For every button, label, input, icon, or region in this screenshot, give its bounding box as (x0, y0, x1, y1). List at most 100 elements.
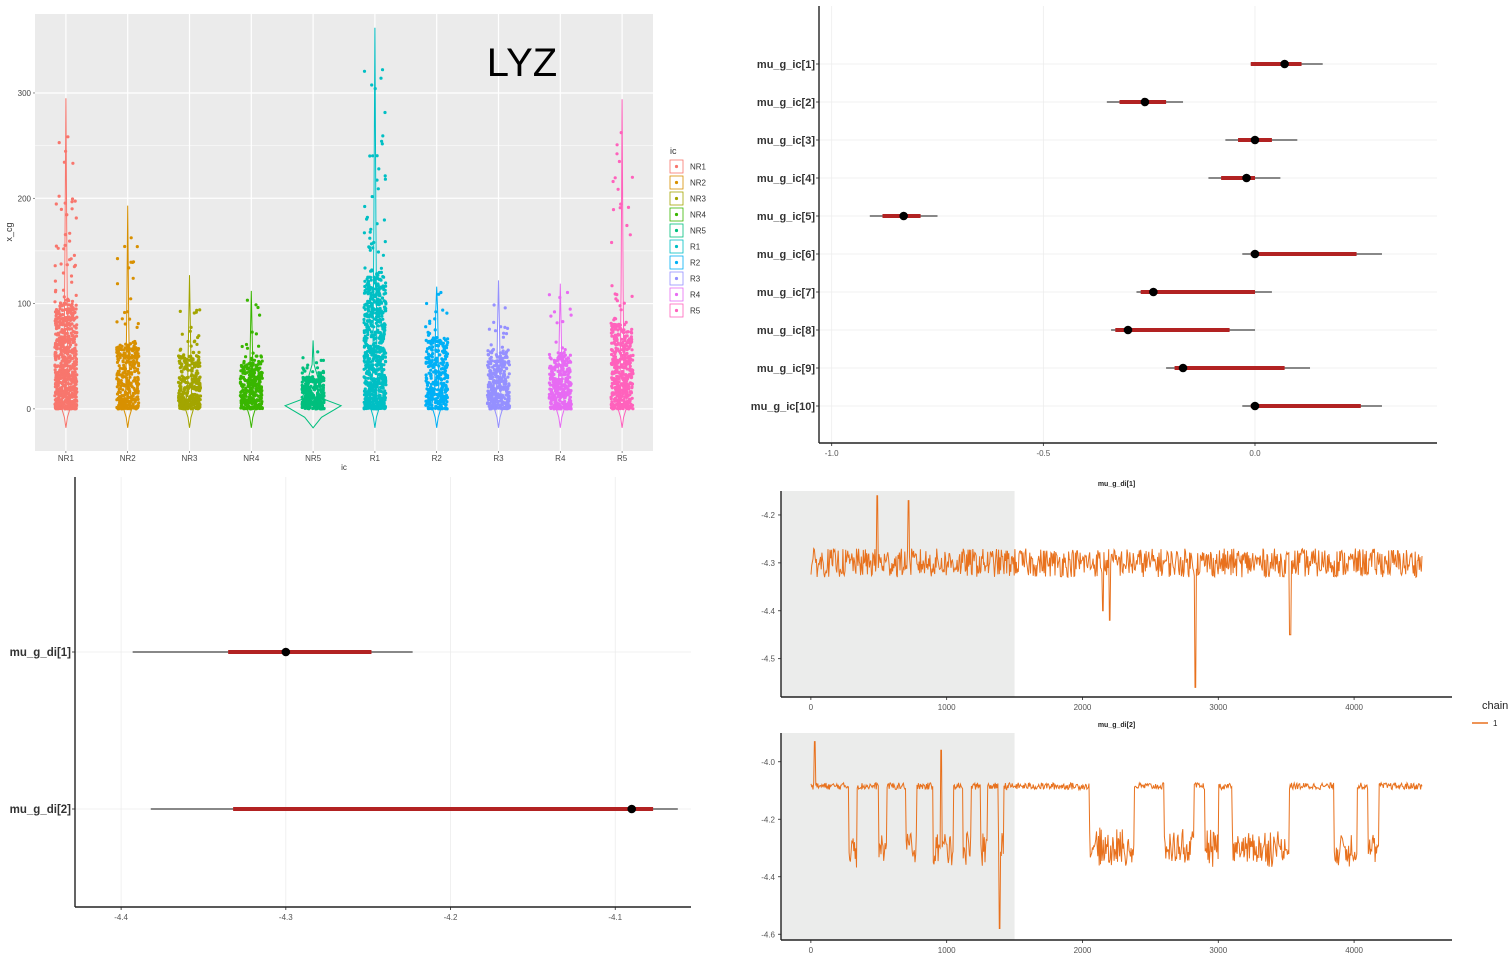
point-NR4 (239, 375, 244, 379)
point-NR2 (132, 362, 136, 366)
point-R4 (569, 389, 573, 393)
point-R3 (494, 368, 498, 372)
point-R5 (619, 131, 623, 135)
point-R4 (568, 391, 572, 395)
point-R1 (382, 330, 386, 334)
point-NR3 (185, 400, 190, 404)
point-R4 (547, 392, 552, 397)
point-NR1 (56, 354, 60, 358)
point-NR4 (258, 313, 262, 317)
point-R1 (368, 248, 372, 252)
point-NR3 (186, 368, 190, 372)
point-NR1 (53, 364, 57, 368)
point-R5 (623, 323, 627, 327)
point-R5 (623, 366, 628, 370)
point-NR5 (305, 380, 309, 385)
point-R1 (362, 317, 366, 322)
point-NR5 (311, 370, 315, 374)
point-R5 (615, 361, 619, 365)
point-NR4 (251, 383, 255, 387)
x-axis-label: ic (341, 463, 347, 472)
point-R3 (498, 351, 502, 355)
point-R1 (383, 359, 388, 363)
legend-label-R4: R4 (690, 291, 701, 300)
point-R2 (441, 344, 445, 348)
point-NR4 (249, 391, 253, 395)
point-NR4 (246, 406, 250, 410)
point-NR1 (53, 350, 57, 355)
point-NR1 (54, 317, 58, 321)
point-R2 (438, 339, 442, 344)
point-NR1 (63, 301, 67, 306)
point-NR4 (257, 377, 261, 381)
point-R1 (377, 388, 381, 392)
legend: ic NR1 NR2 NR3 NR4 NR5 R1 R2 R3 R4 R5 (669, 146, 707, 318)
legend-label-R3: R3 (690, 275, 701, 284)
point-R1 (364, 393, 368, 397)
point-R2 (424, 403, 428, 407)
x-tick-label: R3 (493, 454, 504, 463)
point-R5 (625, 402, 629, 406)
point-NR1 (61, 369, 65, 374)
point-R1 (376, 378, 381, 382)
point-R1 (365, 336, 369, 340)
point-NR5 (311, 386, 315, 390)
point-NR1 (53, 368, 57, 372)
point-R3 (486, 365, 490, 369)
point-R1 (373, 369, 377, 373)
point-R1 (369, 303, 374, 307)
point-R1 (366, 319, 371, 323)
point-NR3 (193, 339, 197, 343)
point-NR3 (190, 407, 194, 411)
point-NR3 (183, 398, 188, 402)
point-R2 (443, 403, 448, 407)
point-NR2 (117, 406, 121, 410)
point-R1 (379, 266, 383, 270)
point-R2 (434, 339, 438, 343)
legend-label-R1: R1 (690, 243, 701, 252)
point-NR1 (74, 334, 79, 338)
point-R3 (499, 406, 503, 410)
x-tick-label: R5 (617, 454, 628, 463)
point-R1 (382, 218, 386, 222)
point-R4 (562, 351, 566, 355)
point-NR1 (64, 378, 68, 382)
point-R3 (494, 353, 498, 357)
point-NR1 (60, 406, 64, 411)
point-NR3 (182, 387, 186, 391)
point-R5 (629, 381, 634, 385)
point-NR1 (62, 247, 66, 251)
y-tick-label: -4.4 (761, 607, 775, 616)
point-NR5 (314, 361, 319, 365)
point-NR2 (131, 394, 135, 398)
point-NR5 (318, 384, 322, 388)
point-R1 (363, 307, 367, 311)
point-R2 (441, 341, 445, 345)
x-tick-label: -0.5 (1036, 449, 1050, 458)
point-NR3 (194, 396, 198, 400)
point-NR5 (320, 390, 324, 394)
point-NR1 (61, 308, 65, 312)
point-R1 (378, 381, 382, 386)
point-NR1 (62, 348, 66, 352)
point-R2 (445, 400, 449, 404)
x-tick-label: R1 (370, 454, 381, 463)
point-R5 (620, 329, 624, 333)
point-R1 (381, 310, 385, 315)
point-NR2 (117, 369, 121, 373)
point-NR3 (191, 358, 195, 362)
point-R2 (437, 292, 441, 296)
point-NR1 (68, 395, 72, 400)
point-NR1 (55, 347, 60, 351)
point-NR1 (67, 335, 71, 339)
point-R5 (616, 381, 620, 385)
point-R2 (446, 340, 450, 345)
point-R5 (614, 398, 618, 403)
point-NR1 (67, 386, 71, 390)
point-NR5 (313, 381, 317, 385)
point-R4 (566, 406, 570, 410)
point-NR2 (133, 369, 137, 374)
point-R2 (424, 373, 428, 377)
point-R1 (367, 364, 371, 368)
point-NR5 (315, 386, 319, 390)
